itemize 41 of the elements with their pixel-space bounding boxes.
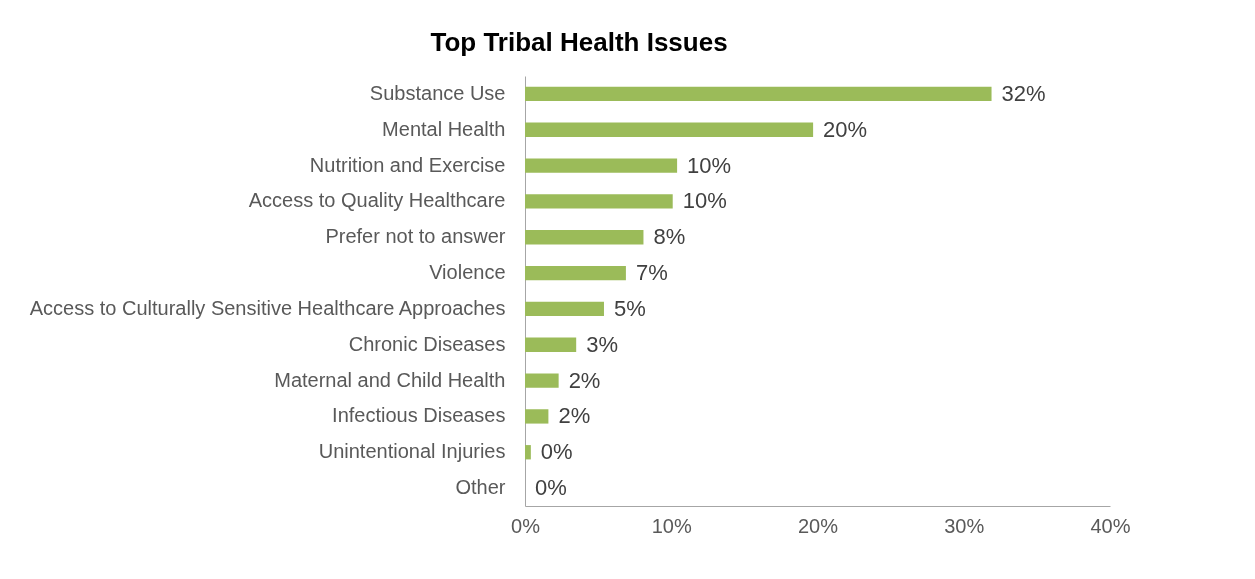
x-tick-label: 30%: [944, 514, 985, 537]
y-tick-label: Other: [455, 476, 506, 499]
y-tick-label: Infectious Diseases: [332, 404, 506, 427]
data-label: 10%: [687, 152, 732, 178]
y-tick-label: Access to Culturally Sensitive Healthcare Approaches: [29, 296, 506, 319]
bar: [525, 194, 673, 209]
bar: [525, 337, 577, 352]
x-tick-label: 10%: [651, 514, 692, 537]
bar: [525, 445, 531, 460]
y-tick-label: Access to Quality Healthcare: [248, 189, 506, 212]
data-label: 8%: [653, 224, 686, 250]
y-tick-label: Unintentional Injuries: [318, 440, 506, 463]
bar: [525, 265, 626, 281]
bar: [525, 301, 604, 317]
data-label: 2%: [558, 403, 591, 429]
data-label: 5%: [613, 295, 646, 321]
bar: [525, 230, 644, 245]
y-tick-label: Mental Health: [382, 117, 506, 140]
y-tick-label: Substance Use: [369, 81, 506, 104]
data-label: 10%: [682, 188, 727, 214]
data-label: 7%: [635, 260, 668, 286]
bar: [525, 409, 549, 424]
x-tick-label: 0%: [511, 514, 541, 537]
bar: [525, 158, 678, 173]
data-label: 0%: [540, 439, 573, 465]
bar: [525, 122, 814, 137]
data-label: 3%: [586, 331, 618, 357]
bar: [525, 86, 992, 102]
x-tick-label: 20%: [797, 514, 839, 537]
data-label: 0%: [535, 475, 567, 501]
y-tick-label: Prefer not to answer: [325, 225, 506, 248]
data-label: 2%: [568, 367, 601, 393]
x-tick-label: 40%: [1090, 514, 1131, 537]
data-label: 32%: [1001, 80, 1046, 106]
y-tick-label: Maternal and Child Health: [274, 368, 506, 391]
chart-title: Top Tribal Health Issues: [430, 27, 728, 57]
data-label: 20%: [823, 116, 868, 142]
y-tick-label: Violence: [429, 261, 506, 284]
y-tick-label: Nutrition and Exercise: [309, 153, 506, 176]
y-tick-label: Chronic Diseases: [348, 332, 506, 355]
bar: [525, 373, 559, 388]
